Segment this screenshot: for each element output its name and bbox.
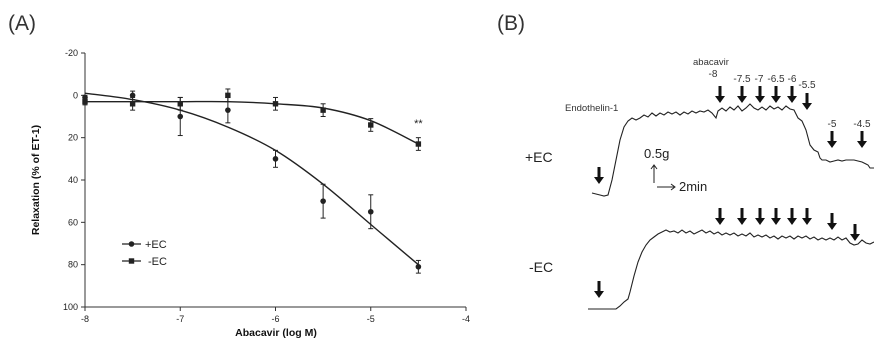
tension-trace-panel: abacavir Endothelin-1 +EC -EC 0.5g 2min … <box>525 57 874 310</box>
data-point-minus-ec <box>368 122 374 128</box>
data-point-minus-ec <box>272 101 279 107</box>
significance-annotation: ** <box>414 118 423 130</box>
x-tick-label: -7 <box>176 314 184 324</box>
data-point-plus-ec <box>320 198 326 204</box>
legend-marker-plus-ec <box>128 241 135 247</box>
concentration-label: -5.5 <box>798 80 816 91</box>
arrow-abacavir-plus-ec-icon-head <box>771 96 781 103</box>
arrow-abacavir-plus-ec-icon-head <box>755 96 765 103</box>
concentration-label: -4.5 <box>853 119 871 130</box>
arrow-abacavir-plus-ec-icon-head <box>802 103 812 110</box>
arrow-abacavir-minus-ec-icon-head <box>771 218 781 225</box>
arrow-abacavir-minus-ec-icon-head <box>827 223 837 230</box>
concentration-label: -6 <box>788 74 797 85</box>
arrow-abacavir-plus-ec-icon-head <box>827 141 837 148</box>
y-tick-label: 0 <box>73 90 78 100</box>
arrow-abacavir-plus-ec-icon-head <box>857 141 867 148</box>
x-axis-title: Abacavir (log M) <box>235 327 317 339</box>
data-point-minus-ec <box>177 101 183 107</box>
legend-label-minus-ec: -EC <box>148 256 167 268</box>
x-tick-label: -8 <box>81 314 89 324</box>
arrow-abacavir-plus-ec-icon-head <box>737 96 747 103</box>
data-point-plus-ec <box>367 208 374 215</box>
y-tick-label: -20 <box>65 48 78 58</box>
data-point-plus-ec <box>415 263 422 270</box>
legend-label-plus-ec: +EC <box>145 239 167 251</box>
trace-minus-ec <box>588 229 874 310</box>
data-point-minus-ec <box>320 107 326 113</box>
panel-b-label: (B) <box>497 12 525 35</box>
arrow-endothelin-plus-ec-icon-head <box>594 177 604 184</box>
arrow-abacavir-minus-ec-icon-head <box>755 218 765 225</box>
fit-curve-plus-ec <box>84 92 419 266</box>
y-axis-title: Relaxation (% of ET-1) <box>30 125 42 235</box>
x-tick-label: -6 <box>271 314 279 324</box>
panel-a-label: (A) <box>8 12 36 35</box>
arrow-abacavir-plus-ec-icon-head <box>715 96 725 103</box>
trace-plus-ec <box>591 103 874 197</box>
scale-x-label: 2min <box>679 179 707 194</box>
dose-response-chart: -20 0 20 40 60 80 100 -8 -7 -6 -5 -4 Abacavir (log… <box>30 48 470 339</box>
scale-y-label: 0.5g <box>644 146 669 161</box>
legend-marker-minus-ec <box>128 258 135 264</box>
x-tick-label: -4 <box>462 314 470 324</box>
arrow-abacavir-minus-ec-icon-head <box>850 234 860 241</box>
y-tick-label: 20 <box>68 133 78 143</box>
data-point-minus-ec <box>415 141 422 147</box>
data-point-plus-ec <box>177 113 184 120</box>
scale-arrow-right-icon <box>670 183 676 191</box>
concentration-label: -7.5 <box>733 74 751 85</box>
agonist-label: Endothelin-1 <box>565 103 618 114</box>
arrow-endothelin-minus-ec-icon-head <box>594 291 604 298</box>
data-point-minus-ec <box>82 98 88 105</box>
data-point-plus-ec <box>129 92 136 99</box>
y-tick-label: 80 <box>68 260 78 270</box>
trace-label-plus-ec: +EC <box>525 149 553 165</box>
concentration-label: -5 <box>828 119 837 130</box>
y-tick-label: 40 <box>68 175 78 185</box>
concentration-label: -6.5 <box>767 74 785 85</box>
arrow-abacavir-minus-ec-icon-head <box>787 218 797 225</box>
fit-curve-minus-ec <box>85 100 419 145</box>
legend: +EC -EC <box>122 239 167 268</box>
trace-label-minus-ec: -EC <box>529 259 553 275</box>
y-tick-label: 100 <box>63 302 78 312</box>
concentration-label: -7 <box>755 74 764 85</box>
concentration-label: -8 <box>709 69 718 80</box>
y-tick-label: 60 <box>68 217 78 227</box>
arrow-abacavir-minus-ec-icon-head <box>737 218 747 225</box>
data-point-plus-ec <box>272 156 279 162</box>
arrow-abacavir-minus-ec-icon-head <box>715 218 725 225</box>
scale-arrow-up-icon <box>650 164 658 170</box>
data-point-minus-ec <box>129 101 136 107</box>
arrow-abacavir-minus-ec-icon-head <box>802 218 812 225</box>
data-point-minus-ec <box>225 92 231 99</box>
arrow-abacavir-plus-ec-icon-head <box>787 96 797 103</box>
x-tick-label: -5 <box>367 314 375 324</box>
data-point-plus-ec <box>82 94 88 101</box>
data-point-plus-ec <box>225 107 231 113</box>
drug-label: abacavir <box>693 57 729 68</box>
